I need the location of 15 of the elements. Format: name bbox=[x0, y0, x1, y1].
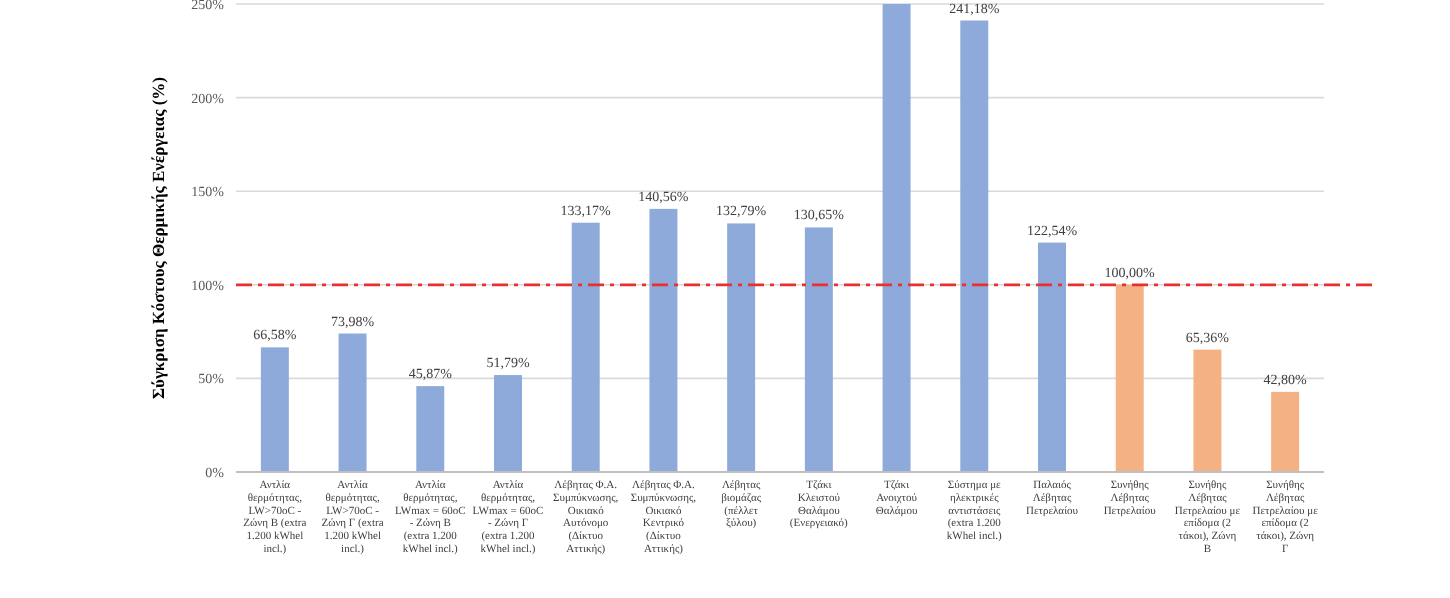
bar bbox=[882, 4, 911, 472]
bar bbox=[338, 333, 367, 472]
bar bbox=[649, 208, 678, 472]
bar bbox=[960, 20, 989, 472]
bar bbox=[1271, 391, 1300, 472]
bar bbox=[727, 223, 756, 472]
bar bbox=[260, 347, 289, 472]
bar bbox=[416, 386, 445, 472]
bar bbox=[1193, 349, 1222, 472]
bar bbox=[1115, 284, 1144, 472]
y-axis-title: Σύγκριση Κόστους Θερμικής Ενέργειας (%) bbox=[148, 76, 168, 400]
bar bbox=[494, 375, 522, 472]
bar bbox=[804, 227, 833, 472]
bar bbox=[571, 222, 600, 472]
bar bbox=[1038, 242, 1066, 472]
